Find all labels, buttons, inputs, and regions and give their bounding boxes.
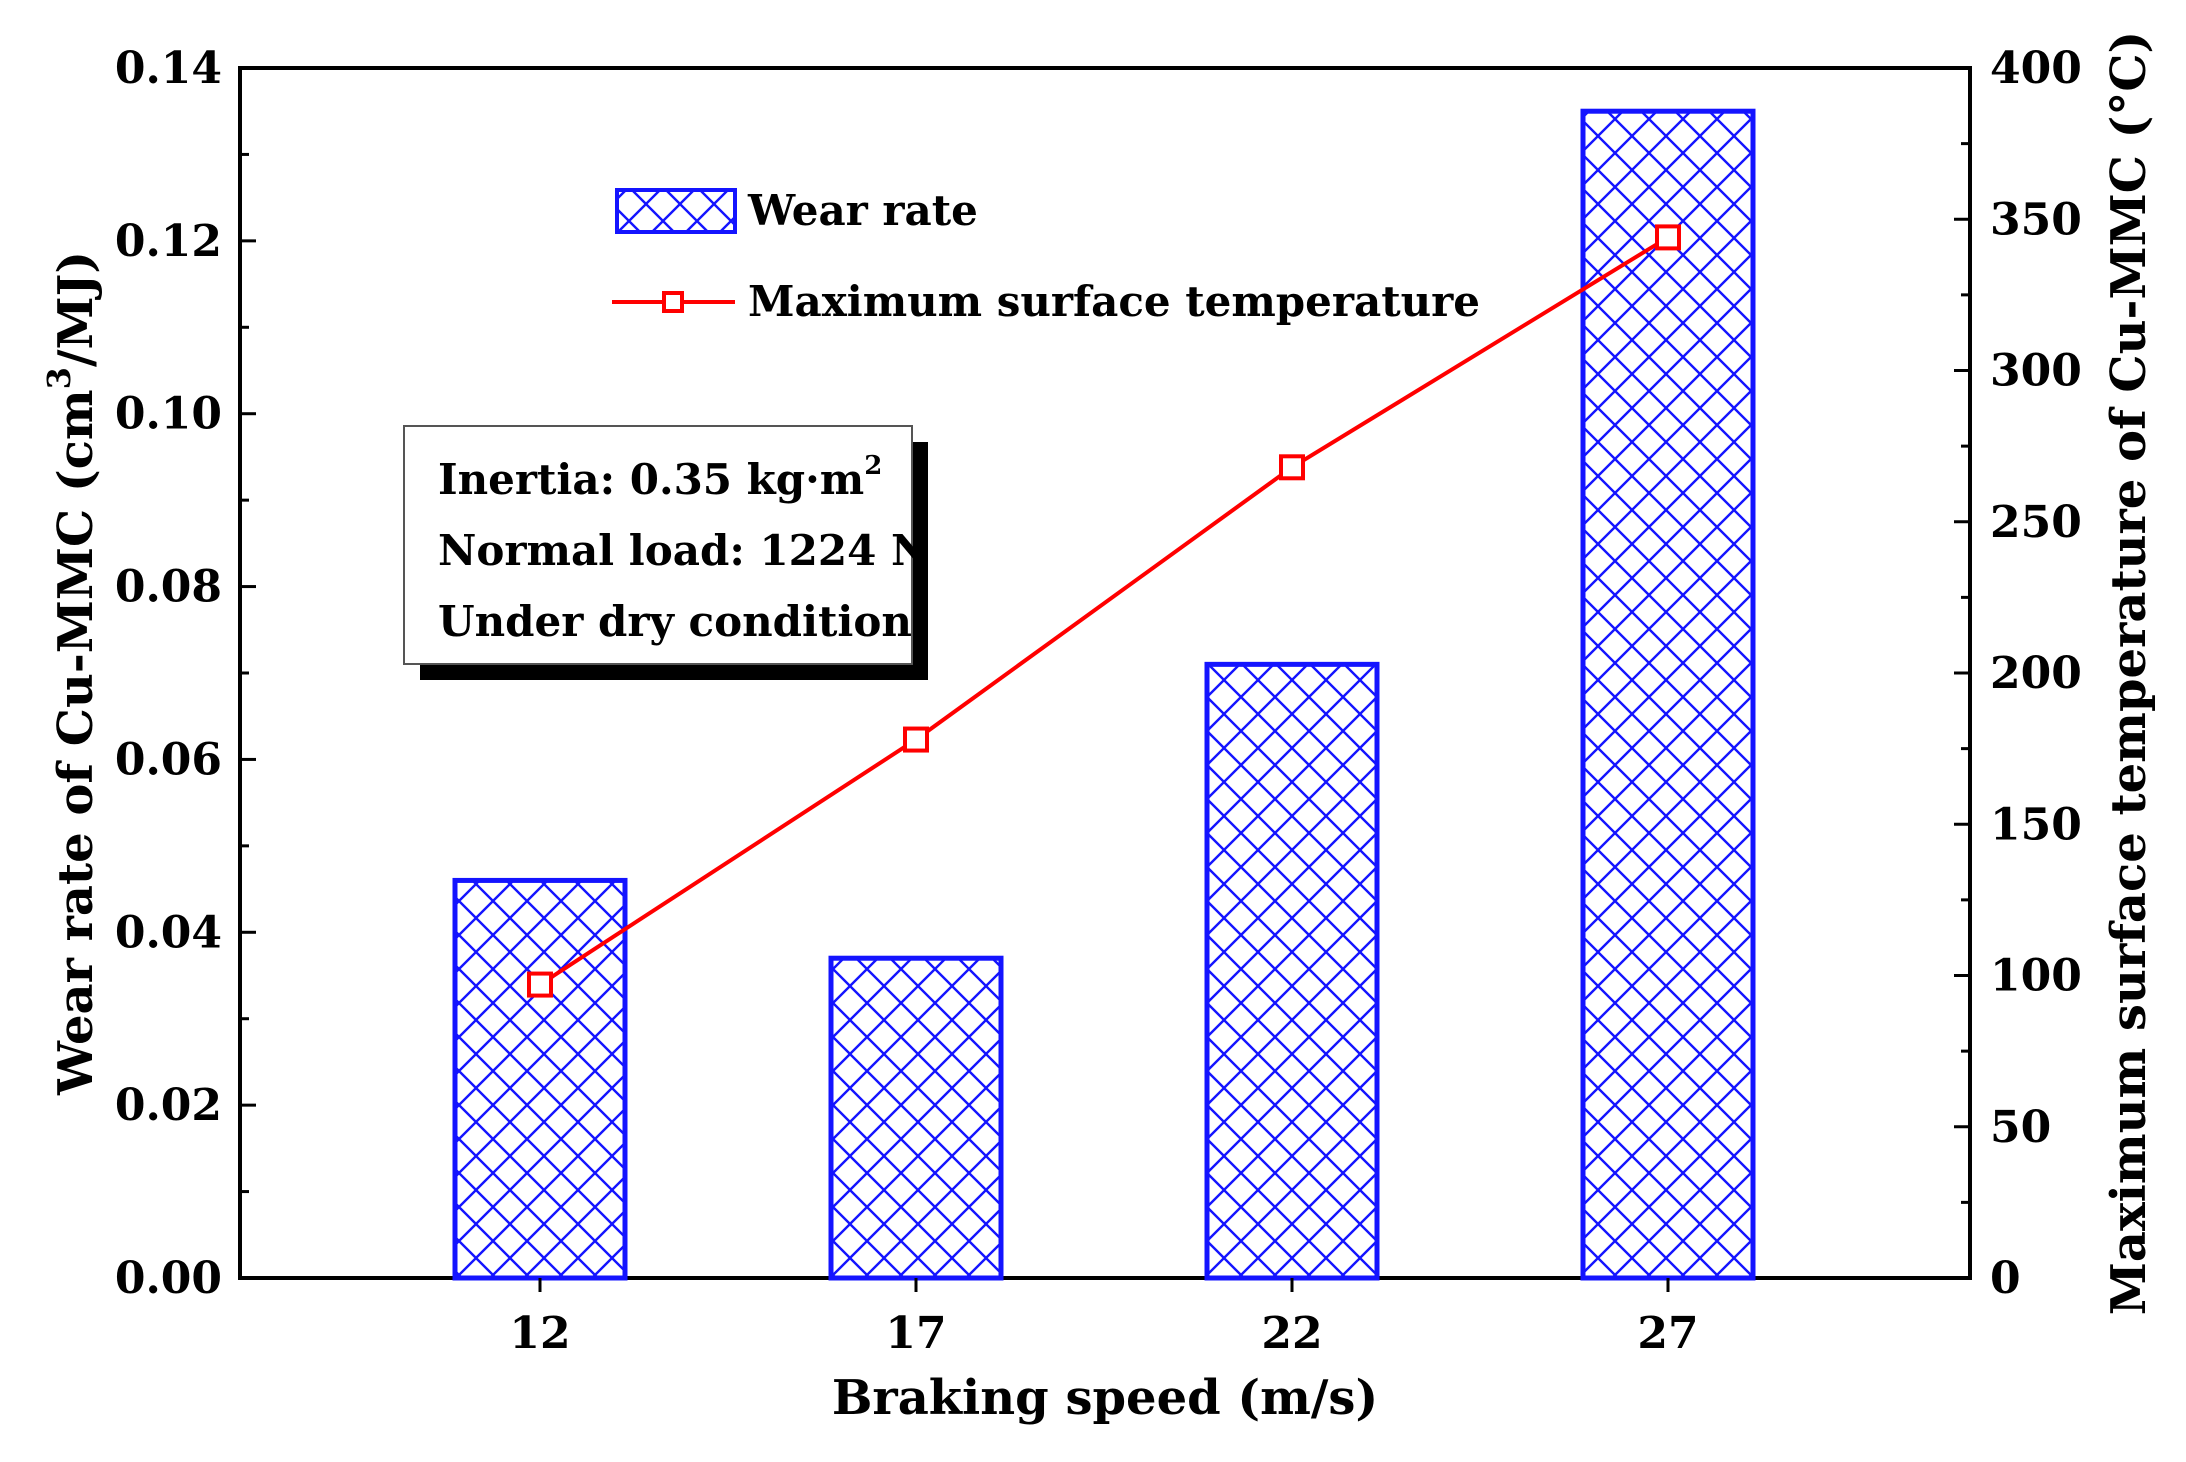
temperature-point-12: [527, 971, 553, 998]
left-tick-label: 0.12: [115, 216, 222, 267]
temperature-point-17: [903, 726, 929, 753]
right-tick-label: 200: [1990, 648, 2082, 699]
legend-label-temperature: Maximum surface temperature: [748, 277, 1480, 326]
right-tick-label: 400: [1990, 43, 2082, 94]
x-tick-label-17: 17: [885, 1308, 946, 1359]
right-tick-label: 350: [1990, 194, 2082, 245]
bar-27: [1580, 108, 1756, 1281]
right-axis: 0 50 100 150 200 250 300 350 400: [1954, 43, 2082, 1304]
temperature-point-22: [1279, 454, 1305, 481]
left-tick-label: 0.10: [115, 389, 222, 440]
x-axis-title: Braking speed (m/s): [832, 1370, 1378, 1426]
x-tick-label-27: 27: [1637, 1308, 1698, 1359]
annotation-box: Inertia: 0.35 kg·m2 Normal load: 1224 N …: [403, 425, 929, 680]
legend-swatch-temperature-marker: [662, 291, 684, 313]
right-tick-label: 50: [1990, 1102, 2051, 1153]
left-tick-label: 0.04: [115, 907, 222, 958]
left-tick-label: 0.08: [115, 562, 222, 613]
bar-12: [452, 877, 628, 1281]
right-tick-label: 0: [1990, 1253, 2021, 1304]
x-tick-label-22: 22: [1261, 1308, 1322, 1359]
right-tick-label: 300: [1990, 346, 2082, 397]
legend-label-wear-rate: Wear rate: [747, 186, 978, 235]
annotation-frame: [403, 425, 913, 665]
x-axis: 12 17 22 27: [509, 1278, 1699, 1359]
left-tick-label: 0.00: [115, 1253, 222, 1304]
temperature-point-27: [1655, 224, 1681, 251]
left-tick-label: 0.14: [115, 43, 222, 94]
bar-22: [1204, 661, 1380, 1281]
left-tick-label: 0.02: [115, 1080, 222, 1131]
annotation-line-inertia: Inertia: 0.35 kg·m2: [438, 451, 882, 504]
left-tick-label: 0.06: [115, 734, 222, 785]
right-tick-label: 150: [1990, 799, 2082, 850]
annotation-line-condition: Under dry condition: [438, 597, 912, 646]
annotation-line-load: Normal load: 1224 N: [438, 526, 929, 575]
bar-series: [452, 108, 1756, 1281]
legend: Wear rate Maximum surface temperature: [612, 186, 1480, 326]
legend-swatch-wear-rate: [615, 188, 737, 234]
y-axis-title-right: Maximum surface temperature of Cu-MMC (°…: [2101, 31, 2157, 1316]
y-axis-title-left: Wear rate of Cu-MMC (cm3/MJ): [40, 251, 104, 1096]
left-axis: 0.00 0.02 0.04 0.06 0.08 0.10 0.12 0.14: [115, 43, 256, 1304]
right-tick-label: 250: [1990, 497, 2082, 548]
temperature-line: [538, 235, 1670, 987]
bar-17: [828, 955, 1004, 1281]
right-tick-label: 100: [1990, 951, 2082, 1002]
line-series: [527, 224, 1681, 998]
x-tick-label-12: 12: [509, 1308, 570, 1359]
